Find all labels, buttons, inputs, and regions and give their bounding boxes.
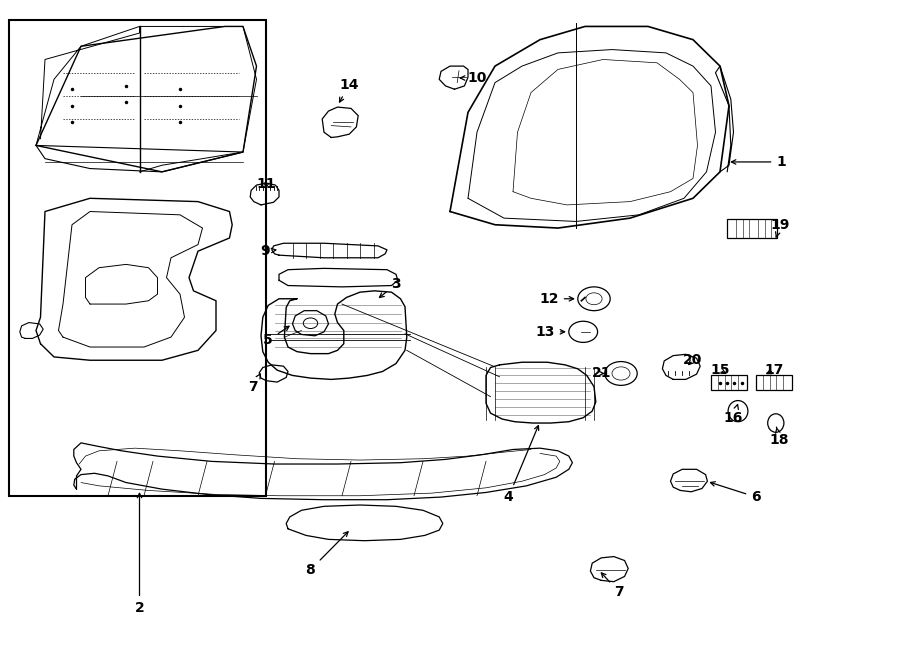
Text: 20: 20 [683, 353, 703, 368]
Text: 17: 17 [764, 363, 784, 377]
Bar [9, 20, 266, 496]
Text: 21: 21 [591, 366, 611, 381]
Text: 9: 9 [260, 244, 276, 258]
Text: 19: 19 [770, 217, 790, 237]
Text: 10: 10 [461, 71, 487, 85]
Text: 7: 7 [248, 374, 260, 394]
Bar [756, 375, 792, 390]
Bar [711, 375, 747, 390]
Text: 5: 5 [264, 327, 289, 348]
Text: 8: 8 [306, 531, 348, 577]
Text: 18: 18 [770, 427, 789, 447]
Bar [727, 219, 777, 238]
Text: 16: 16 [724, 405, 743, 425]
Text: 11: 11 [256, 176, 276, 191]
Text: 6: 6 [710, 482, 760, 504]
Text: 2: 2 [135, 493, 144, 615]
Text: 1: 1 [732, 155, 786, 169]
Text: 12: 12 [539, 292, 573, 306]
Text: 13: 13 [536, 325, 564, 339]
Text: 3: 3 [380, 277, 400, 297]
Text: 14: 14 [339, 77, 359, 102]
Text: 7: 7 [601, 573, 624, 600]
Text: 4: 4 [504, 426, 539, 504]
Text: 15: 15 [710, 363, 730, 377]
